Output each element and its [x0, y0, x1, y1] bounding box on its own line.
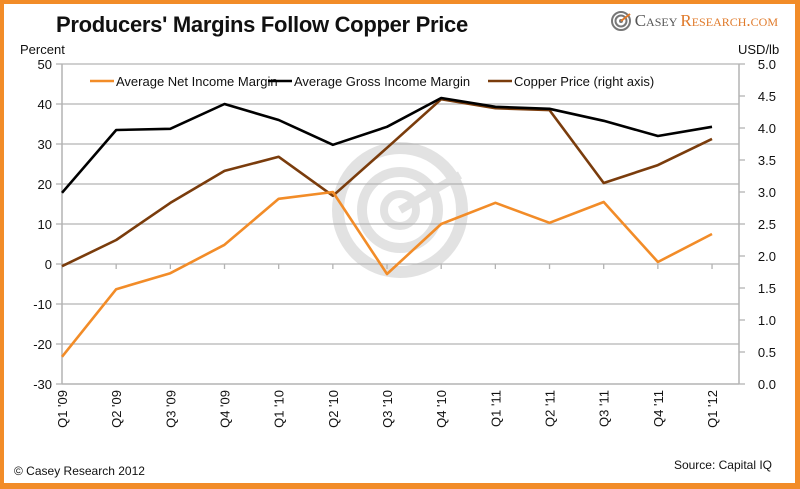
- left-axis-label: Percent: [20, 42, 65, 57]
- y2-tick-label: 5.0: [758, 57, 776, 72]
- brand-accent: Research.com: [680, 11, 778, 30]
- x-tick-label: Q4 '09: [218, 390, 233, 428]
- y2-tick-label: 1.5: [758, 281, 776, 296]
- y-tick-label: 50: [38, 57, 52, 72]
- x-tick-label: Q3 '11: [597, 390, 612, 427]
- right-axis-label: USD/lb: [738, 42, 780, 57]
- brand-logo: Casey Research.com: [610, 10, 778, 32]
- x-tick-label: Q1 '12: [705, 390, 720, 428]
- y2-tick-label: 4.5: [758, 89, 776, 104]
- chart-title: Producers' Margins Follow Copper Price: [56, 12, 468, 37]
- y2-tick-label: 4.0: [758, 121, 776, 136]
- x-tick-label: Q3 '10: [380, 390, 395, 428]
- x-tick-label: Q1 '10: [272, 390, 287, 428]
- watermark-logo: [332, 142, 468, 278]
- x-tick-label: Q2 '09: [109, 390, 124, 428]
- brand-name: Casey: [634, 11, 678, 30]
- y2-tick-label: 3.0: [758, 185, 776, 200]
- legend-label: Average Gross Income Margin: [294, 74, 470, 89]
- y-tick-label: -20: [33, 337, 52, 352]
- y-tick-label: 10: [38, 217, 52, 232]
- y-tick-label: 20: [38, 177, 52, 192]
- spiral-logo-icon: [610, 11, 631, 31]
- y-tick-label: 40: [38, 97, 52, 112]
- x-tick-label: Q1 '09: [55, 390, 70, 428]
- x-tick-label: Q1 '11: [488, 390, 503, 427]
- y2-tick-label: 3.5: [758, 153, 776, 168]
- source-text: Source: Capital IQ: [673, 458, 772, 472]
- y2-tick-label: 2.0: [758, 249, 776, 264]
- y2-tick-label: 2.5: [758, 217, 776, 232]
- y-tick-label: 30: [38, 137, 52, 152]
- x-tick-label: Q4 '10: [434, 390, 449, 428]
- x-tick-label: Q2 '10: [326, 390, 341, 428]
- x-tick-label: Q2 '11: [543, 390, 558, 427]
- legend-label: Copper Price (right axis): [514, 74, 654, 89]
- x-tick-label: Q4 '11: [651, 390, 666, 427]
- y2-tick-label: 0.5: [758, 345, 776, 360]
- y2-tick-label: 0.0: [758, 377, 776, 392]
- y-tick-label: -10: [33, 297, 52, 312]
- legend-label: Average Net Income Margin: [116, 74, 278, 89]
- y-tick-label: 0: [45, 257, 52, 272]
- copyright-text: © Casey Research 2012: [14, 464, 145, 478]
- y-tick-label: -30: [33, 377, 52, 392]
- x-tick-label: Q3 '09: [163, 390, 178, 428]
- y2-tick-label: 1.0: [758, 313, 776, 328]
